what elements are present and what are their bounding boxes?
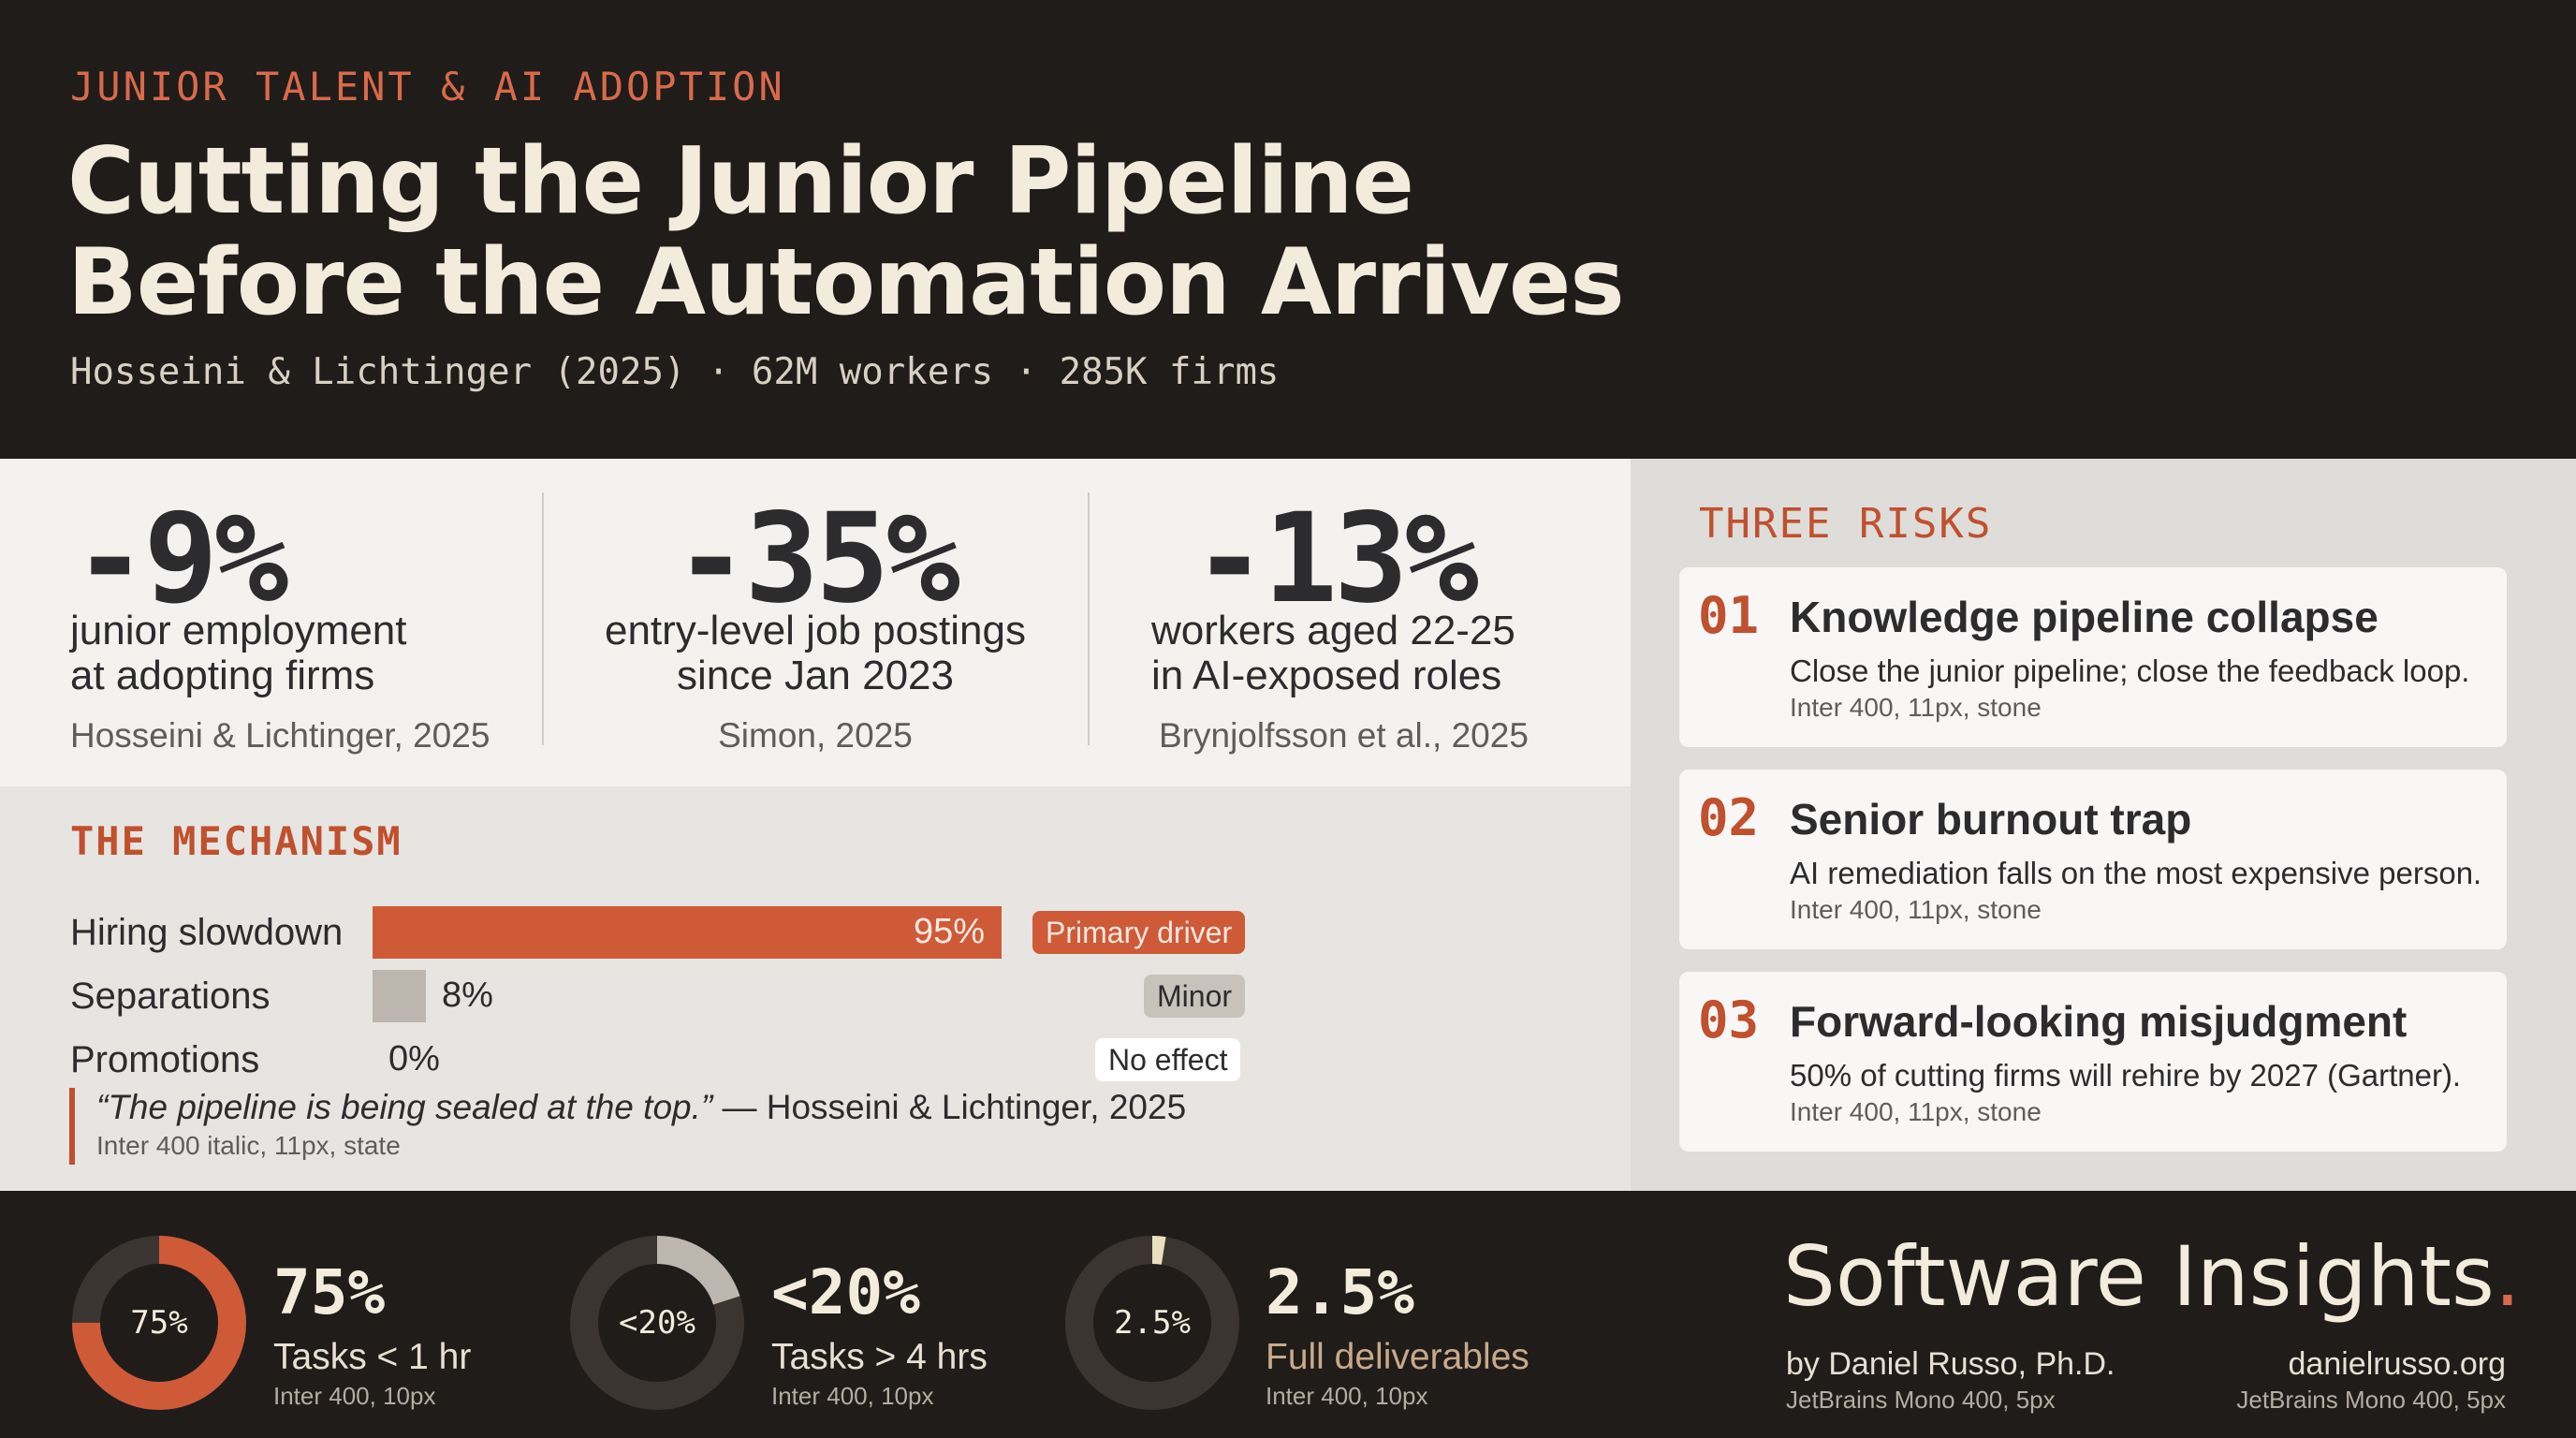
donut-label: 2.5% [1114,1304,1191,1342]
risk-number: 01 [1698,586,1760,645]
kpi-label: Tasks < 1 hr [273,1337,472,1377]
bar [373,970,426,1022]
stats-panel: -9% junior employment at adopting firms … [0,459,1631,786]
kpi-value: 2.5% [1266,1256,1414,1328]
risk-note: Inter 400, 11px, stone [1790,895,2042,924]
stat-desc-line-2: at adopting firms [70,653,375,698]
stat-desc-line-1: workers aged 22-25 [1151,608,1515,653]
stat-card: -9% junior employment at adopting firms … [0,459,543,786]
row-label: Promotions [70,1039,260,1080]
stat-description: junior employment at adopting firms [70,609,407,698]
section-title: THREE RISKS [1699,500,1993,548]
mechanism-row: Hiring slowdown 95% Primary driver [0,906,1631,959]
mechanism-row: Separations 8% Minor [0,970,1631,1022]
byline: by Daniel Russo, Ph.D. [1786,1346,2115,1382]
risk-title: Forward-looking misjudgment [1790,997,2408,1046]
stat-value: -9% [73,487,288,631]
quote-accent-bar [69,1088,75,1165]
kpi-note: Inter 400, 10px [771,1382,934,1410]
bar-value: 8% [442,976,493,1015]
donut-label: 75% [130,1304,188,1342]
stat-desc-line-2: since Jan 2023 [677,653,954,698]
footer: 75% 75% Tasks < 1 hr Inter 400, 10px <20… [0,1191,2576,1438]
risk-note: Inter 400, 11px, stone [1790,693,2042,722]
risk-number: 02 [1698,788,1760,847]
stat-source: Simon, 2025 [718,716,913,755]
bar-value: 0% [388,1039,440,1078]
divider [542,492,544,745]
kpi-value: 75% [273,1256,386,1328]
risk-title: Knowledge pipeline collapse [1790,593,2378,641]
donut-arc [72,1236,246,1410]
kpi-note: Inter 400, 10px [1266,1382,1428,1410]
donut-arc [1065,1236,1239,1410]
quote-text: “The pipeline is being sealed at the top… [96,1088,713,1126]
kpi-note: Inter 400, 10px [273,1382,436,1410]
stat-value: -35% [674,487,960,631]
donut-svg [1065,1236,1239,1410]
risk-description: AI remediation falls on the most expensi… [1790,856,2482,890]
donut-label: <20% [619,1304,695,1342]
eyebrow: JUNIOR TALENT & AI ADOPTION [70,64,785,110]
kpi-label: Tasks > 4 hrs [771,1337,988,1377]
stat-description: workers aged 22-25 in AI-exposed roles [1151,609,1515,698]
quote: “The pipeline is being sealed at the top… [96,1088,1186,1127]
donut-chart: 2.5% [1063,1234,1241,1412]
stat-value: -13% [1193,487,1479,631]
donut-chart: 75% [70,1234,248,1412]
stat-desc-line-2: in AI-exposed roles [1151,653,1502,698]
bar-value: 95% [913,912,985,951]
risk-description: 50% of cutting firms will rehire by 2027… [1790,1058,2462,1093]
risk-card: 03 Forward-looking misjudgment 50% of cu… [1679,972,2507,1152]
header: JUNIOR TALENT & AI ADOPTION Cutting the … [0,0,2576,459]
row-label: Separations [70,976,271,1017]
mechanism-panel: THE MECHANISM Hiring slowdown 95% Primar… [0,786,1631,1191]
row-tag: Minor [1144,975,1246,1018]
quote-note: Inter 400 italic, 11px, state [96,1131,401,1160]
risk-note: Inter 400, 11px, stone [1790,1097,2042,1126]
risk-title: Senior burnout trap [1790,795,2192,844]
stat-source: Hosseini & Lichtinger, 2025 [70,716,490,755]
kpi-label: Full deliverables [1266,1337,1530,1377]
risk-card: 02 Senior burnout trap AI remediation fa… [1679,770,2507,949]
risk-description: Close the junior pipeline; close the fee… [1790,653,2470,688]
subtitle: Hosseini & Lichtinger (2025) · 62M worke… [70,351,1280,393]
site-note: JetBrains Mono 400, 5px [2236,1386,2506,1414]
brand-text: Software Insights [1783,1228,2495,1325]
donut-chart: <20% [568,1234,746,1412]
quote-source: — Hosseini & Lichtinger, 2025 [712,1088,1187,1126]
stat-card: -35% entry-level job postings since Jan … [543,459,1088,786]
bar: 95% [373,906,1002,959]
stat-source: Brynjolfsson et al., 2025 [1159,716,1529,755]
row-tag: Primary driver [1032,911,1246,954]
divider [1088,492,1090,745]
stat-desc-line-1: junior employment [70,608,407,653]
page-title: Cutting the Junior Pipeline Before the A… [67,131,1752,333]
stat-description: entry-level job postings since Jan 2023 [543,609,1088,698]
title-line-1: Cutting the Junior Pipeline [67,128,1414,235]
site-link[interactable]: danielrusso.org [2288,1346,2506,1382]
stat-desc-line-1: entry-level job postings [604,608,1026,653]
brand-dot: . [2494,1228,2521,1325]
donut-svg [72,1236,246,1410]
section-title: THE MECHANISM [70,818,402,864]
row-tag: No effect [1095,1038,1241,1081]
kpi-value: <20% [771,1256,920,1328]
risks-panel: THREE RISKS 01 Knowledge pipeline collap… [1631,459,2576,1191]
risk-card: 01 Knowledge pipeline collapse Close the… [1679,567,2507,747]
donut-arc [570,1236,744,1410]
donut-svg [570,1236,744,1410]
title-line-2: Before the Automation Arrives [67,229,1625,336]
risk-number: 03 [1698,990,1760,1049]
stat-card: -13% workers aged 22-25 in AI-exposed ro… [1088,459,1631,786]
row-label: Hiring slowdown [70,912,344,953]
brand-name: Software Insights. [1783,1228,2521,1325]
byline-note: JetBrains Mono 400, 5px [1786,1386,2056,1414]
mechanism-row: Promotions 0% No effect [0,1034,1631,1086]
